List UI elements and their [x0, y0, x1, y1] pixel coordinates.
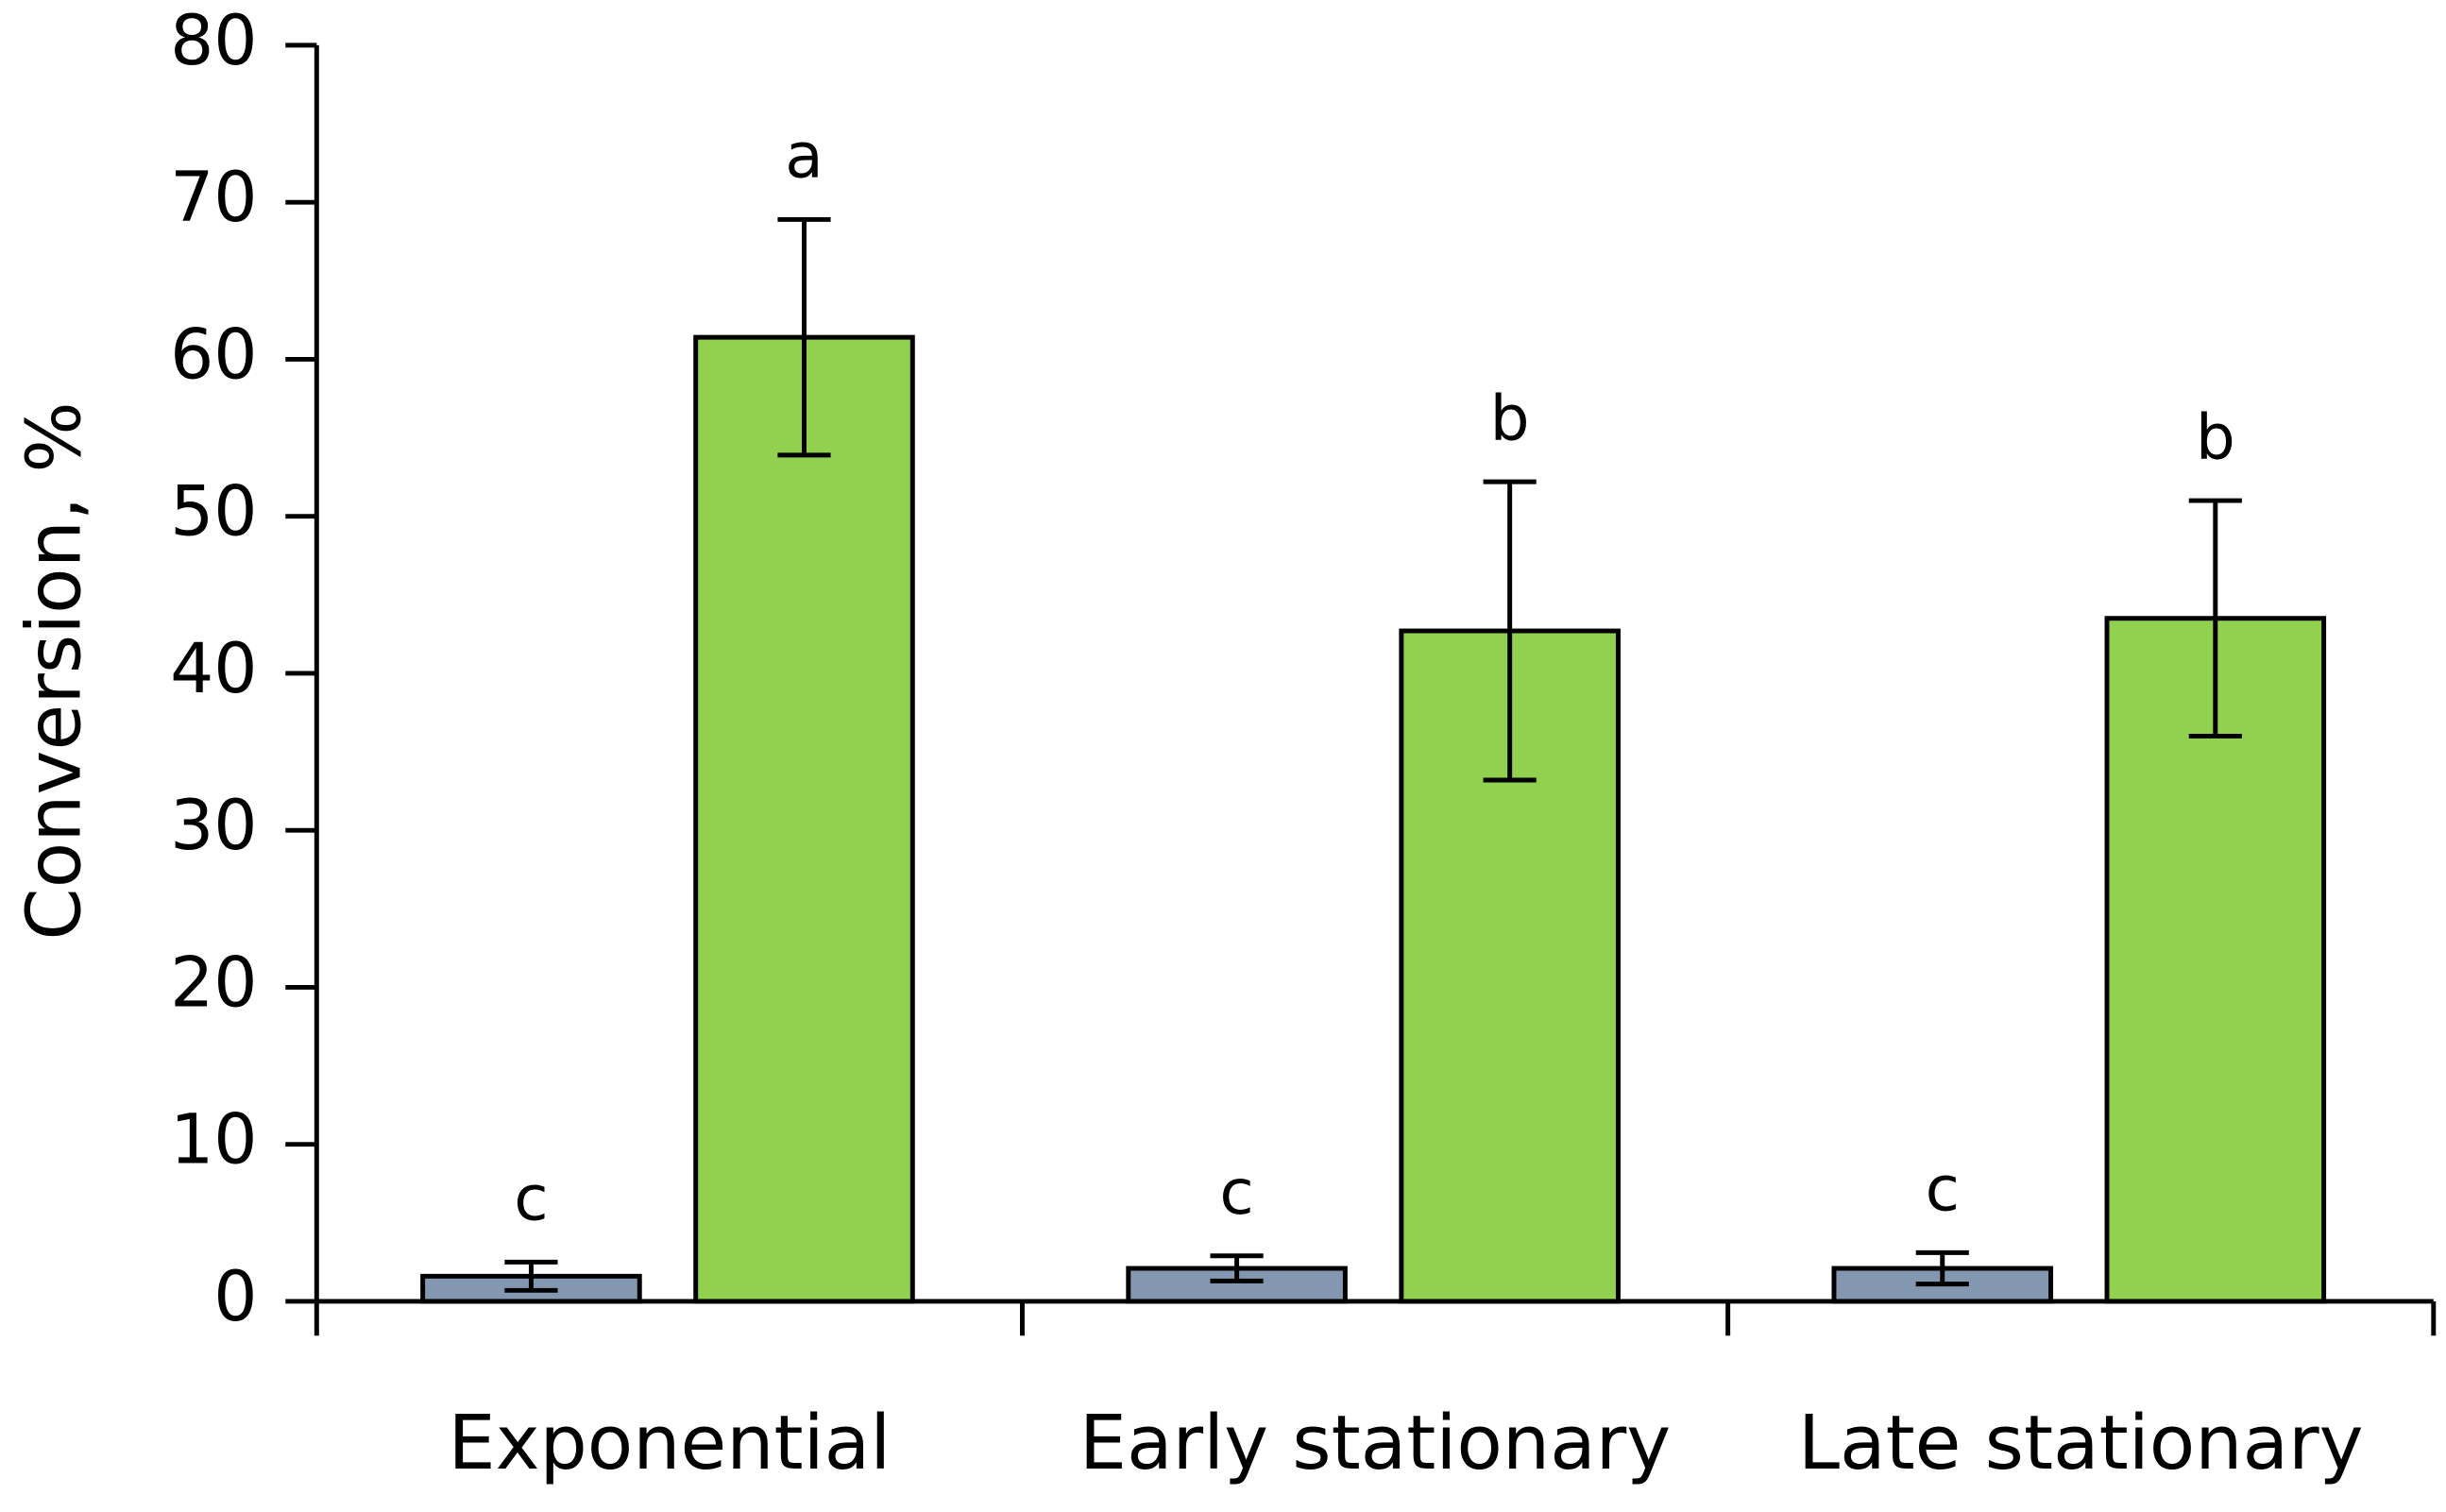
error-bar — [777, 216, 831, 458]
y-tick-label: 60 — [170, 315, 257, 395]
y-tick-label: 30 — [170, 787, 257, 866]
significance-letter: b — [2196, 400, 2235, 473]
y-tick-label: 0 — [213, 1258, 257, 1337]
y-tick-label: 80 — [170, 2, 257, 81]
y-tick-label: 40 — [170, 630, 257, 709]
y-axis-title: Conversion, % — [10, 401, 98, 940]
y-tick-label: 70 — [170, 159, 257, 238]
y-tick-label: 20 — [170, 943, 257, 1023]
error-bar — [1210, 1253, 1264, 1283]
significance-letter: b — [1490, 382, 1530, 454]
significance-letter: c — [1219, 1156, 1253, 1229]
y-tick-label: 10 — [170, 1101, 257, 1181]
x-tick-label: Early stationary — [1079, 1399, 1671, 1487]
error-bar — [2188, 498, 2242, 739]
x-tick-label: Exponential — [449, 1399, 892, 1487]
x-tick-label: Late stationary — [1798, 1399, 2364, 1487]
significance-letter: c — [1926, 1153, 1960, 1226]
error-bar — [1483, 479, 1537, 783]
significance-letter: a — [785, 120, 823, 193]
y-tick-label: 50 — [170, 473, 257, 552]
error-bar — [504, 1259, 558, 1293]
bar — [693, 334, 915, 1304]
error-bar — [1915, 1249, 1969, 1287]
significance-letter: c — [514, 1163, 548, 1235]
